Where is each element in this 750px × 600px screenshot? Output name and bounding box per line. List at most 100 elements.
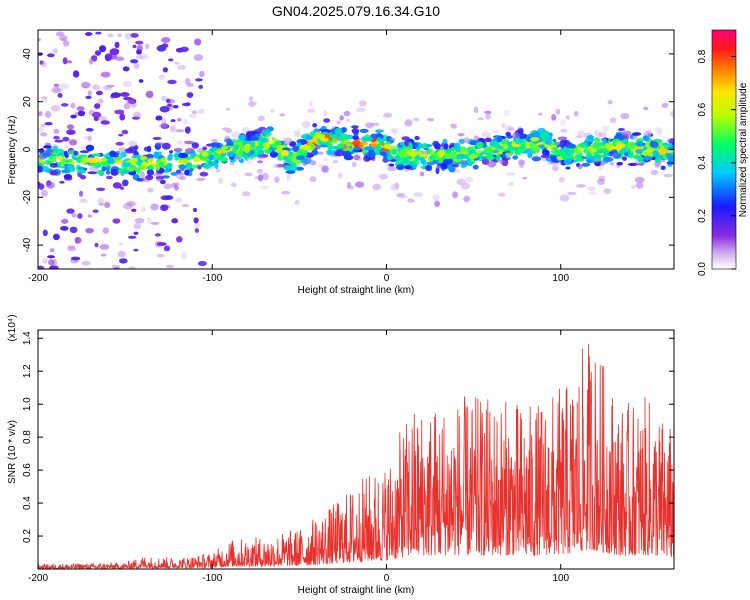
spectrogram-cell xyxy=(512,132,520,139)
spectrogram-cell xyxy=(261,129,271,135)
spectrogram-cell xyxy=(439,163,449,169)
spectrogram-cell xyxy=(163,245,171,252)
spectrogram-cell xyxy=(135,40,144,45)
spectrogram-cell xyxy=(170,171,178,176)
spectrogram-cell xyxy=(346,181,352,189)
spectrogram-cell xyxy=(118,147,127,153)
spectrogram-cell xyxy=(316,151,324,155)
spectrogram-cell xyxy=(147,187,154,193)
spectrogram-cell xyxy=(435,167,440,175)
spectrogram-cell xyxy=(617,128,626,131)
spectrogram-cell xyxy=(475,150,482,154)
spectrogram-cell xyxy=(239,159,244,164)
spectrogram-cell xyxy=(91,153,101,157)
spectrogram-cell xyxy=(77,213,83,219)
spectrogram-cell xyxy=(161,37,171,43)
spectrogram-cell xyxy=(439,150,445,157)
spectrogram-cell xyxy=(227,151,234,157)
spectrogram-cell xyxy=(592,145,602,149)
spectrogram-heatmap xyxy=(38,31,674,269)
spectrogram-cell xyxy=(452,191,458,199)
spectrogram-cell xyxy=(451,164,460,167)
spectrogram-cell xyxy=(170,125,176,132)
spectrogram-cell xyxy=(243,145,250,151)
spectrogram-cell xyxy=(123,203,133,210)
spectrogram-cell xyxy=(60,38,66,42)
spectrogram-cell xyxy=(165,98,176,104)
spectrogram-cell xyxy=(69,226,78,233)
spectrogram-cell xyxy=(366,151,376,158)
spectrogram-cell xyxy=(599,160,606,166)
spectrogram-cell xyxy=(411,163,418,168)
spectrogram-cell xyxy=(174,197,183,203)
spectrogram-cell xyxy=(185,78,191,85)
spectrogram-cell xyxy=(569,149,575,154)
spectrogram-cell xyxy=(160,123,170,129)
spectrogram-cell xyxy=(404,119,413,127)
spectrogram-cell xyxy=(174,61,180,65)
spectrogram-cell xyxy=(217,177,224,184)
spectrogram-cell xyxy=(115,56,125,61)
chart-title: GN04.2025.079.16.34.G10 xyxy=(272,3,440,19)
spectrogram-cell xyxy=(669,110,674,118)
spectrogram-cell xyxy=(456,178,466,186)
spectrogram-cell xyxy=(57,161,62,169)
spectrogram-cell xyxy=(87,214,93,218)
spectrogram-cell xyxy=(467,149,476,154)
spectrogram-cell xyxy=(136,178,145,182)
spectrogram-cell xyxy=(487,160,497,168)
spectrogram-cell xyxy=(152,136,162,140)
spectrogram-cell xyxy=(186,83,195,88)
spectrogram-cell xyxy=(130,59,139,64)
spectrogram-cell xyxy=(230,182,237,188)
spectrogram-cell xyxy=(98,202,105,206)
colorbar: 0.0 0.2 0.4 0.6 0.8 Normalized spectral ampl… xyxy=(697,29,749,276)
spectrogram-cell xyxy=(307,108,316,113)
spectrogram-cell xyxy=(161,122,168,129)
spectrogram-cell xyxy=(257,160,264,164)
spectrogram-cell xyxy=(372,183,381,191)
spectrogram-cell xyxy=(170,125,176,132)
spectrogram-cell xyxy=(473,106,479,114)
spectrogram-cell xyxy=(133,231,139,235)
spectrogram-cell xyxy=(512,155,519,160)
spectrogram-cell xyxy=(622,156,627,161)
spectrogram-cell xyxy=(101,154,112,158)
spectrogram-cell xyxy=(97,98,104,104)
spectrogram-cell xyxy=(420,157,425,165)
spectrogram-cell xyxy=(118,242,123,246)
spectrogram-cell xyxy=(345,142,352,147)
spectrogram-cell xyxy=(112,156,122,162)
spectrogram-cell xyxy=(566,191,577,196)
spectrogram-cell xyxy=(249,136,260,141)
y-tick-label: -40 xyxy=(22,237,33,252)
spectrogram-cell xyxy=(94,103,101,109)
spectrogram-cell xyxy=(96,90,103,96)
spectrogram-cell xyxy=(158,74,165,81)
spectrogram-cell xyxy=(351,125,359,129)
spectrogram-cell xyxy=(173,153,180,158)
spectrogram-cell xyxy=(122,80,132,88)
spectrogram-cell xyxy=(158,123,169,128)
spectrogram-cell xyxy=(518,133,528,138)
spectrogram-cell xyxy=(262,172,269,180)
spectrogram-cell xyxy=(301,121,311,128)
spectrogram-cell xyxy=(453,158,458,162)
spectrogram-cell xyxy=(503,109,510,117)
spectrogram-cell xyxy=(263,143,270,150)
spectrogram-cell xyxy=(100,71,111,78)
spectrogram-cell xyxy=(576,162,581,168)
spectrogram-cell xyxy=(355,181,365,188)
spectrogram-cell xyxy=(208,154,215,161)
spectrogram-cell xyxy=(176,172,185,176)
spectrogram-cell xyxy=(128,202,133,208)
spectrogram-cell xyxy=(134,218,145,224)
spectrogram-cell xyxy=(388,163,395,167)
spectrogram-cell xyxy=(59,180,65,184)
spectrogram-cell xyxy=(502,143,508,150)
spectrogram-cell xyxy=(174,184,179,191)
spectrogram-cell xyxy=(501,123,506,128)
spectrogram-cell xyxy=(94,242,99,248)
spectrogram-cell xyxy=(455,145,461,153)
spectrogram-cell xyxy=(651,150,660,158)
